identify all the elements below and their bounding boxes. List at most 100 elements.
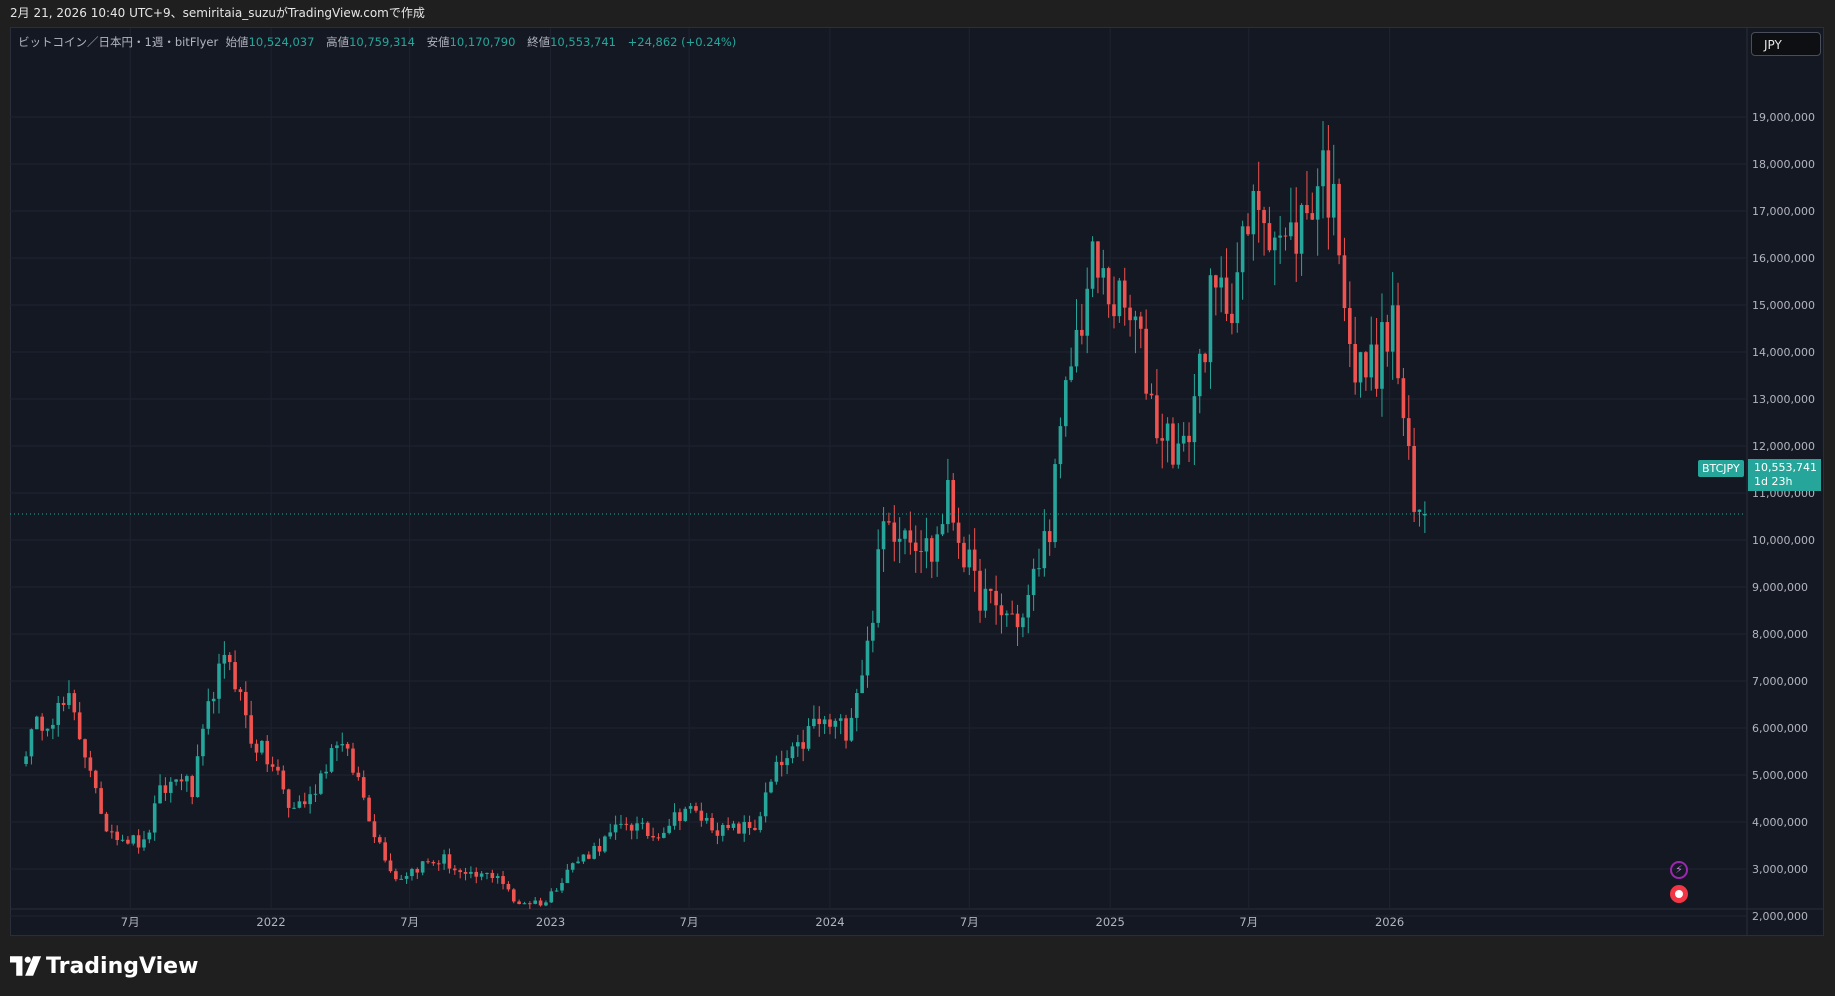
candle-down[interactable] xyxy=(994,590,998,606)
candle-down[interactable] xyxy=(190,776,195,798)
candle-down[interactable] xyxy=(1262,209,1266,224)
candle-up[interactable] xyxy=(1423,513,1427,516)
candle-down[interactable] xyxy=(1412,446,1416,512)
candle-up[interactable] xyxy=(533,900,538,904)
candle-down[interactable] xyxy=(678,812,682,821)
candle-down[interactable] xyxy=(281,770,286,790)
candle-up[interactable] xyxy=(399,878,404,880)
currency-button[interactable]: JPY xyxy=(1751,32,1821,56)
candle-down[interactable] xyxy=(1337,183,1341,256)
candle-up[interactable] xyxy=(731,823,736,828)
candle-up[interactable] xyxy=(1289,222,1293,237)
symbol-label[interactable]: ビットコイン／日本円・1週・bitFlyer xyxy=(18,35,219,49)
candle-down[interactable] xyxy=(908,530,913,543)
candle-up[interactable] xyxy=(1176,443,1181,465)
candle-up[interactable] xyxy=(785,758,789,766)
candle-down[interactable] xyxy=(394,871,398,880)
candle-up[interactable] xyxy=(335,745,339,749)
candle-up[interactable] xyxy=(56,702,61,725)
candle-down[interactable] xyxy=(1010,613,1014,615)
candle-up[interactable] xyxy=(1192,396,1197,443)
candle-up[interactable] xyxy=(319,773,323,794)
candle-up[interactable] xyxy=(603,836,607,852)
candle-up[interactable] xyxy=(292,807,296,809)
candle-down[interactable] xyxy=(276,766,280,771)
candle-down[interactable] xyxy=(1106,268,1111,305)
candle-down[interactable] xyxy=(1353,343,1357,383)
candle-up[interactable] xyxy=(1197,353,1202,397)
candle-up[interactable] xyxy=(222,654,227,664)
candle-down[interactable] xyxy=(747,822,752,828)
candle-up[interactable] xyxy=(1058,426,1063,465)
candle-down[interactable] xyxy=(1256,191,1261,210)
candle-up[interactable] xyxy=(420,861,425,873)
candle-up[interactable] xyxy=(967,549,972,568)
record-icon[interactable] xyxy=(1670,885,1688,903)
candle-up[interactable] xyxy=(217,663,221,699)
candle-down[interactable] xyxy=(801,742,805,749)
candle-down[interactable] xyxy=(501,876,505,884)
candle-down[interactable] xyxy=(426,861,430,863)
candle-down[interactable] xyxy=(233,662,237,690)
candle-down[interactable] xyxy=(753,827,757,830)
candle-up[interactable] xyxy=(565,869,570,883)
candle-up[interactable] xyxy=(206,701,211,729)
candle-up[interactable] xyxy=(581,854,586,862)
candle-down[interactable] xyxy=(436,863,441,865)
candle-up[interactable] xyxy=(211,698,216,702)
candle-down[interactable] xyxy=(1305,205,1309,214)
candle-down[interactable] xyxy=(1385,322,1390,352)
candle-down[interactable] xyxy=(972,549,977,571)
candle-up[interactable] xyxy=(667,825,671,833)
candle-down[interactable] xyxy=(179,779,184,782)
candle-down[interactable] xyxy=(1406,418,1411,447)
candle-down[interactable] xyxy=(1160,438,1165,441)
candle-up[interactable] xyxy=(635,823,639,831)
candle-up[interactable] xyxy=(860,675,864,694)
candle-up[interactable] xyxy=(1358,352,1363,383)
candle-down[interactable] xyxy=(779,761,784,766)
candle-down[interactable] xyxy=(1149,393,1154,396)
candle-down[interactable] xyxy=(1230,313,1234,324)
candle-down[interactable] xyxy=(447,854,452,869)
candle-up[interactable] xyxy=(549,891,554,903)
candle-down[interactable] xyxy=(1401,378,1406,419)
candle-down[interactable] xyxy=(999,605,1004,616)
candle-up[interactable] xyxy=(313,793,318,795)
candle-up[interactable] xyxy=(576,861,580,864)
candle-up[interactable] xyxy=(1026,594,1031,618)
candle-down[interactable] xyxy=(1374,344,1379,389)
candle-down[interactable] xyxy=(270,764,275,767)
candle-up[interactable] xyxy=(485,872,489,874)
candle-down[interactable] xyxy=(1214,275,1218,288)
candle-down[interactable] xyxy=(458,870,462,873)
candle-down[interactable] xyxy=(361,777,366,798)
candle-down[interactable] xyxy=(1144,328,1148,394)
candle-up[interactable] xyxy=(790,746,795,759)
candle-down[interactable] xyxy=(163,785,168,793)
candle-up[interactable] xyxy=(185,776,189,782)
candle-up[interactable] xyxy=(1380,322,1384,389)
candle-up[interactable] xyxy=(24,756,28,764)
candle-up[interactable] xyxy=(940,524,945,535)
candle-down[interactable] xyxy=(1203,353,1207,363)
candle-up[interactable] xyxy=(592,845,596,859)
candle-down[interactable] xyxy=(1246,226,1250,235)
candle-down[interactable] xyxy=(844,718,848,741)
candle-up[interactable] xyxy=(495,876,500,879)
candle-down[interactable] xyxy=(99,788,103,814)
candle-down[interactable] xyxy=(988,588,993,591)
candle-up[interactable] xyxy=(570,863,575,870)
candle-up[interactable] xyxy=(479,873,484,877)
candle-up[interactable] xyxy=(195,756,200,798)
candle-down[interactable] xyxy=(726,824,730,828)
candle-down[interactable] xyxy=(1348,308,1352,344)
candle-down[interactable] xyxy=(345,744,350,749)
candle-up[interactable] xyxy=(67,693,71,706)
candle-up[interactable] xyxy=(29,729,34,757)
candle-down[interactable] xyxy=(244,691,248,716)
candle-up[interactable] xyxy=(946,480,950,525)
candle-down[interactable] xyxy=(511,889,516,902)
candle-down[interactable] xyxy=(1224,277,1229,314)
